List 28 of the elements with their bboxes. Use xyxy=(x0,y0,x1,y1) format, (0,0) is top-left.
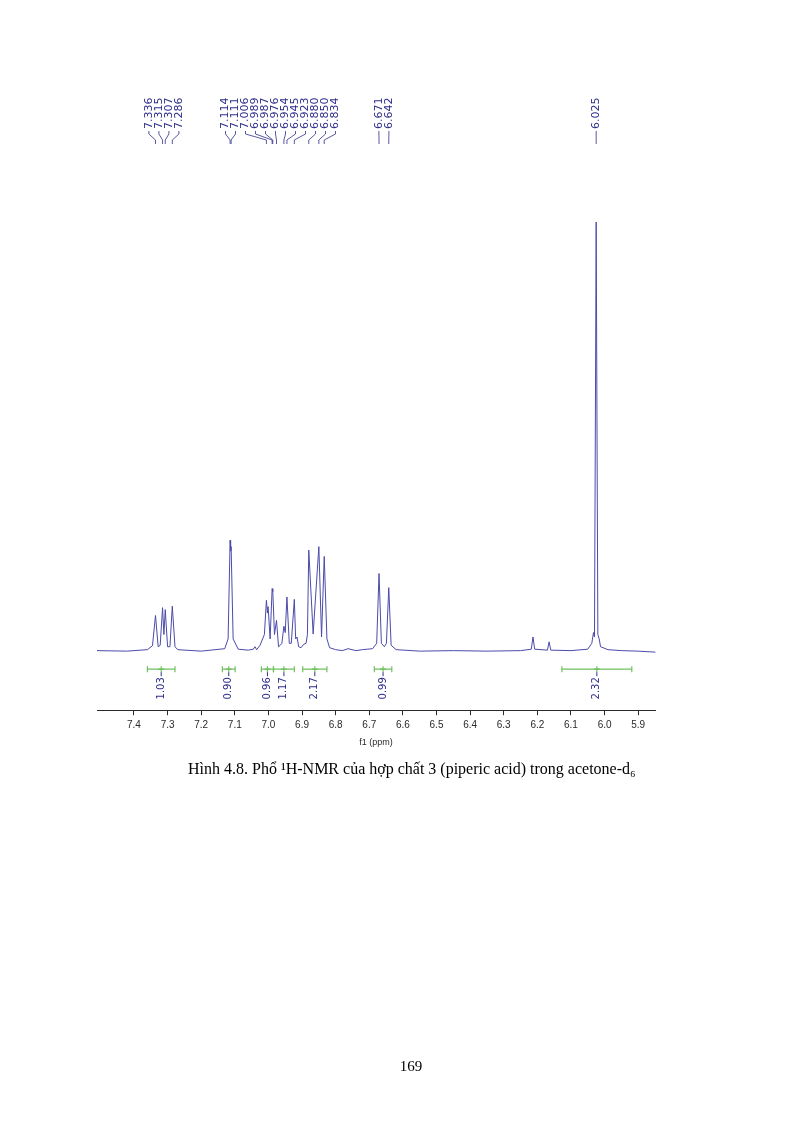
x-tick-label: 6.9 xyxy=(295,718,310,730)
x-tick-label: 6.5 xyxy=(429,718,444,730)
x-tick-label: 6.0 xyxy=(597,718,612,730)
x-tick-label: 6.6 xyxy=(395,718,411,730)
annotation: 6.025 xyxy=(589,97,603,129)
x-tick-label: 7.0 xyxy=(261,718,276,730)
annotation: 1.17 xyxy=(277,677,289,700)
text: 169 xyxy=(398,1058,424,1075)
annotation: 0.99 xyxy=(376,677,388,700)
annotation: 2.17 xyxy=(308,677,320,700)
x-axis-title: f1 (ppm) xyxy=(359,737,393,748)
x-tick-label: 7.4 xyxy=(127,718,142,730)
x-tick-label: 6.1 xyxy=(564,718,579,730)
x-tick-label: 7.3 xyxy=(160,718,175,730)
annotation: 1.03 xyxy=(154,677,166,700)
x-tick-label: 6.7 xyxy=(362,718,377,730)
text: Hình 4.8. Phổ ¹H-NMR của hợp chất 3 (piperic acid) trong acetone-d₆ xyxy=(188,760,636,778)
annotation: 0.96 xyxy=(261,677,273,700)
x-tick-label: 7.2 xyxy=(194,718,209,730)
x-tick-label: 6.4 xyxy=(463,718,478,730)
x-tick-label: 6.2 xyxy=(530,718,545,730)
x-tick-label: 7.1 xyxy=(227,718,243,730)
annotation: 0.90 xyxy=(222,677,234,700)
x-tick-label: 6.3 xyxy=(496,718,512,730)
x-tick-label: 5.9 xyxy=(631,718,646,730)
annotation: 6.834 xyxy=(328,97,342,129)
annotation: 2.32 xyxy=(590,677,602,700)
x-tick-label: 6.8 xyxy=(328,718,344,730)
